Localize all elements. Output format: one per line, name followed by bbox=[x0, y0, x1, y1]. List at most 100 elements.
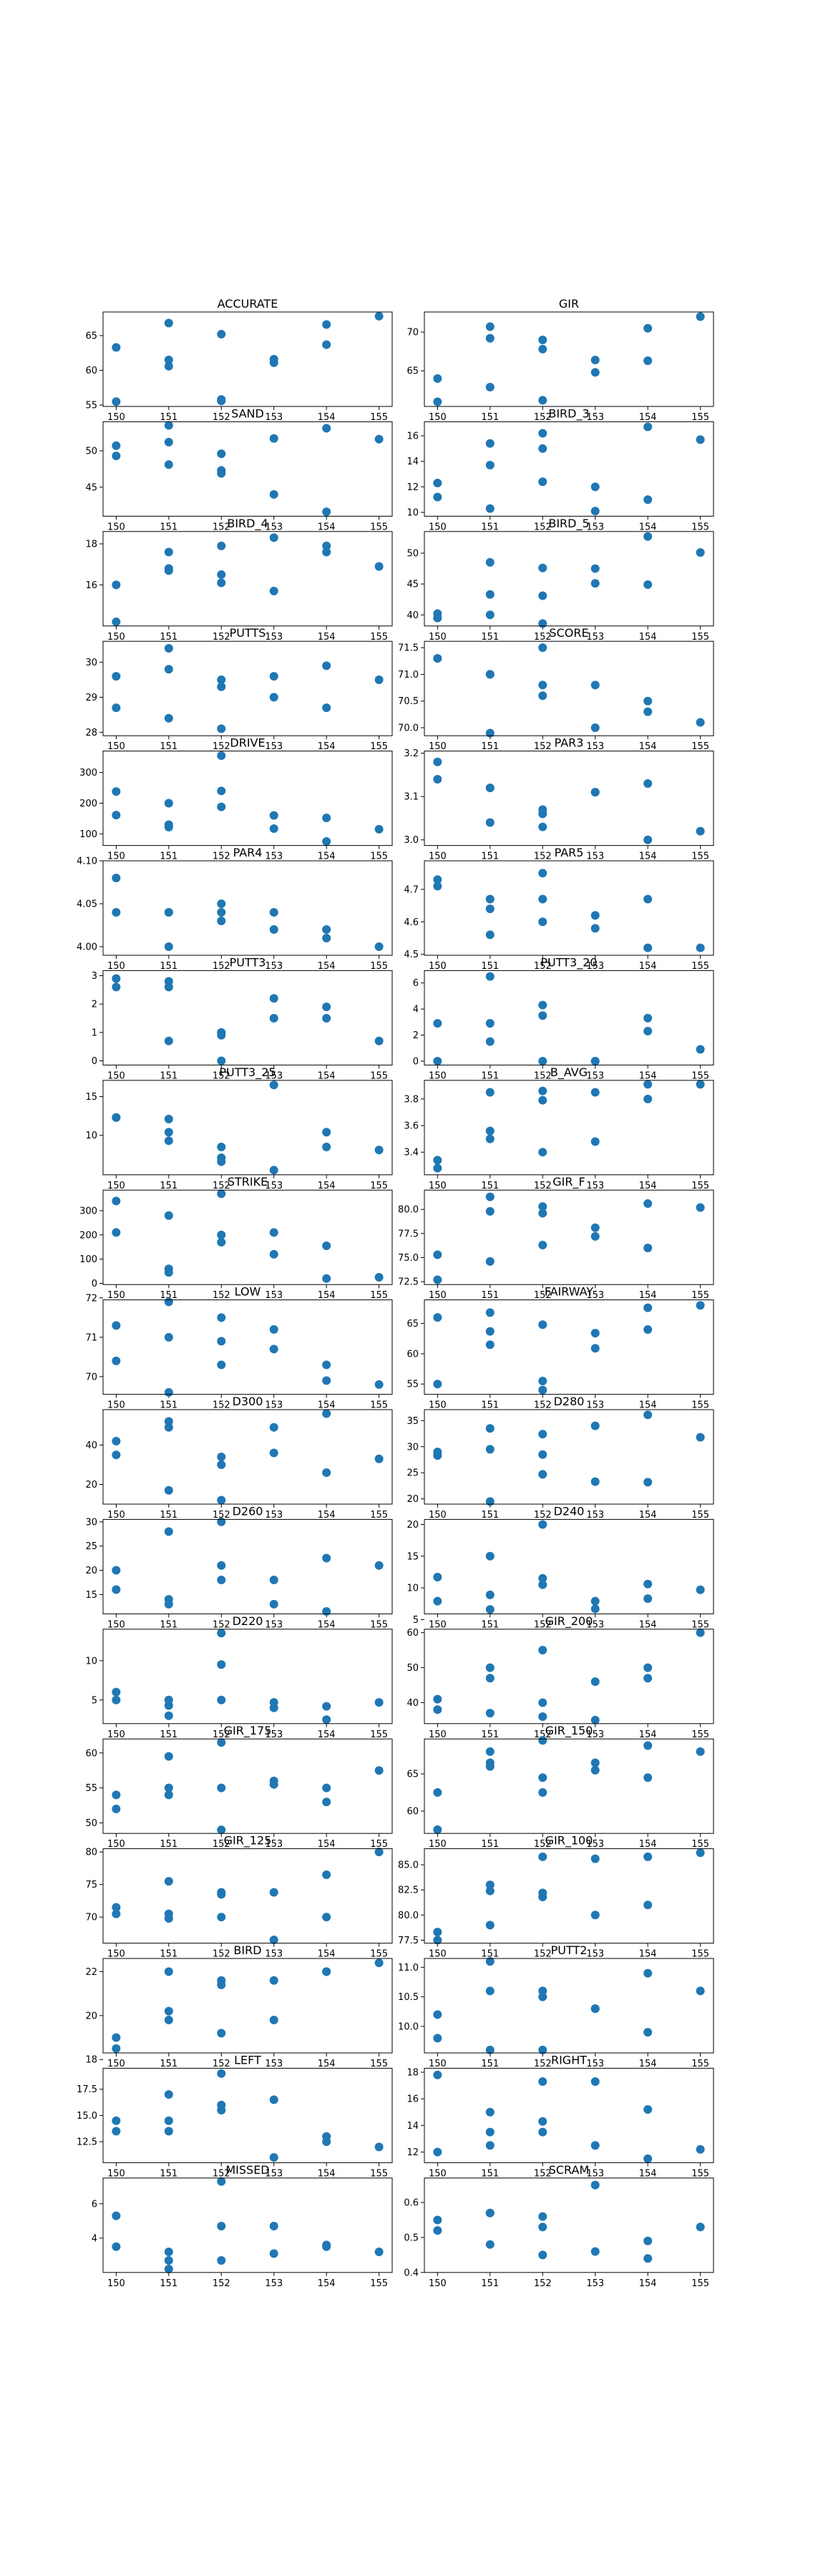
x-tick-label: 151 bbox=[481, 632, 499, 643]
data-point bbox=[322, 1376, 331, 1385]
data-point bbox=[217, 724, 226, 733]
x-tick-label: 155 bbox=[370, 961, 388, 972]
data-point bbox=[269, 2153, 278, 2162]
data-point bbox=[485, 610, 495, 620]
plot-frame bbox=[424, 1518, 714, 1614]
x-tick-label: 153 bbox=[265, 1070, 283, 1081]
panel-title: GIR_150 bbox=[545, 1724, 593, 1738]
data-point bbox=[433, 882, 442, 891]
data-point bbox=[217, 578, 226, 587]
data-point bbox=[112, 452, 121, 461]
data-point bbox=[217, 1313, 226, 1322]
y-tick-label: 25 bbox=[85, 1541, 97, 1552]
data-point bbox=[374, 1561, 384, 1570]
y-tick-label: 4.05 bbox=[77, 899, 97, 910]
x-tick-label: 154 bbox=[639, 961, 657, 972]
y-tick-label: 0 bbox=[92, 1056, 97, 1067]
data-point bbox=[643, 894, 653, 904]
y-tick-label: 10 bbox=[406, 1584, 419, 1594]
data-point bbox=[164, 1599, 173, 1609]
data-point bbox=[164, 1877, 173, 1886]
data-point bbox=[485, 1986, 495, 1996]
data-point bbox=[643, 495, 653, 504]
data-point bbox=[112, 1804, 121, 1813]
x-tick-label: 154 bbox=[639, 1839, 657, 1850]
data-point bbox=[112, 1687, 121, 1697]
scatter-panel: SCRAM 150 151 152 153 154 155 0.4 0.5 0.6 bbox=[404, 2163, 714, 2289]
x-tick-label: 151 bbox=[481, 961, 499, 972]
x-tick-label: 151 bbox=[481, 1839, 499, 1850]
scatter-panel: MISSED 150 151 152 153 154 155 4 6 bbox=[92, 2163, 393, 2289]
y-tick-label: 0.6 bbox=[404, 2198, 419, 2209]
data-point bbox=[269, 2222, 278, 2230]
x-tick-label: 153 bbox=[265, 2278, 283, 2289]
data-point bbox=[590, 579, 600, 588]
x-tick-label: 152 bbox=[534, 2168, 552, 2179]
data-point bbox=[538, 2117, 547, 2126]
x-tick-label: 155 bbox=[370, 412, 388, 423]
scatter-panel: GIR_F 150 151 152 153 154 155 72.5 75.0 77.5 80.0 bbox=[398, 1175, 714, 1301]
y-tick-label: 200 bbox=[79, 799, 97, 809]
data-point bbox=[269, 1423, 278, 1432]
data-point bbox=[696, 1747, 705, 1756]
x-tick-label: 154 bbox=[639, 1290, 657, 1301]
data-point bbox=[269, 358, 278, 367]
data-point bbox=[322, 541, 331, 550]
plot-frame bbox=[424, 1409, 714, 1505]
panel-title: LOW bbox=[235, 1285, 261, 1299]
data-point bbox=[374, 1036, 384, 1045]
data-point bbox=[538, 2250, 547, 2260]
x-tick-label: 150 bbox=[107, 1949, 125, 1960]
data-point bbox=[164, 1485, 173, 1495]
x-tick-label: 155 bbox=[370, 1400, 388, 1411]
data-point bbox=[538, 1240, 547, 1249]
data-point bbox=[538, 894, 547, 904]
data-point bbox=[538, 335, 547, 344]
scatter-panel: PUTT2 150 151 152 153 154 155 10.0 10.5 11.0 bbox=[398, 1943, 714, 2069]
data-point bbox=[696, 548, 705, 557]
scatter-panel: D240 150 151 152 153 154 155 5 10 15 20 bbox=[406, 1504, 714, 1630]
data-point bbox=[112, 1356, 121, 1365]
data-point bbox=[164, 2006, 173, 2016]
data-point bbox=[322, 1468, 331, 1477]
data-point bbox=[590, 1477, 600, 1486]
x-tick-label: 152 bbox=[213, 1510, 230, 1521]
x-tick-label: 153 bbox=[586, 961, 604, 972]
data-point bbox=[590, 723, 600, 733]
data-point bbox=[217, 2029, 226, 2038]
scatter-panel: D300 150 151 152 153 154 155 20 40 bbox=[85, 1395, 393, 1521]
data-point bbox=[538, 444, 547, 453]
x-tick-label: 151 bbox=[481, 1290, 499, 1301]
data-point bbox=[269, 489, 278, 499]
x-tick-label: 154 bbox=[318, 741, 336, 752]
x-tick-label: 150 bbox=[107, 741, 125, 752]
data-point bbox=[217, 469, 226, 478]
x-tick-label: 153 bbox=[265, 1729, 283, 1740]
data-point bbox=[112, 811, 121, 820]
x-tick-label: 150 bbox=[429, 852, 447, 862]
x-tick-label: 154 bbox=[318, 2278, 336, 2289]
data-point bbox=[538, 1788, 547, 1797]
x-tick-label: 154 bbox=[318, 2059, 336, 2069]
data-point bbox=[269, 1599, 278, 1609]
data-point bbox=[217, 802, 226, 811]
data-point bbox=[374, 1273, 384, 1282]
data-point bbox=[217, 396, 226, 406]
data-point bbox=[269, 925, 278, 934]
x-tick-label: 155 bbox=[691, 1729, 709, 1740]
data-point bbox=[217, 1496, 226, 1505]
data-point bbox=[485, 557, 495, 567]
x-tick-label: 154 bbox=[318, 1949, 336, 1960]
y-tick-label: 29 bbox=[85, 693, 97, 703]
data-point bbox=[643, 2154, 653, 2163]
data-point bbox=[164, 566, 173, 575]
data-point bbox=[269, 1936, 278, 1945]
x-tick-label: 154 bbox=[639, 522, 657, 532]
data-point bbox=[374, 2248, 384, 2256]
y-tick-label: 77.5 bbox=[398, 1229, 419, 1239]
plot-frame bbox=[424, 311, 714, 407]
data-point bbox=[217, 786, 226, 796]
data-point bbox=[322, 1913, 331, 1922]
x-tick-label: 152 bbox=[213, 1619, 230, 1630]
data-point bbox=[164, 2256, 173, 2265]
